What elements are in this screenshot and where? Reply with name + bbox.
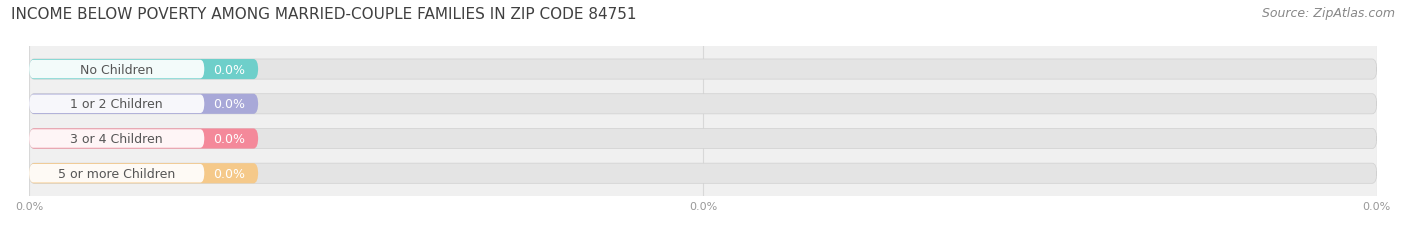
Text: Source: ZipAtlas.com: Source: ZipAtlas.com [1261, 7, 1395, 20]
Text: 0.0%: 0.0% [212, 167, 245, 180]
FancyBboxPatch shape [30, 130, 204, 148]
Text: 0.0%: 0.0% [212, 132, 245, 145]
FancyBboxPatch shape [30, 94, 259, 114]
Text: 5 or more Children: 5 or more Children [58, 167, 176, 180]
FancyBboxPatch shape [30, 164, 259, 183]
FancyBboxPatch shape [30, 164, 204, 183]
FancyBboxPatch shape [30, 129, 1376, 149]
FancyBboxPatch shape [30, 129, 259, 149]
Text: No Children: No Children [80, 63, 153, 76]
Text: 0.0%: 0.0% [212, 98, 245, 111]
FancyBboxPatch shape [30, 94, 1376, 114]
Text: 3 or 4 Children: 3 or 4 Children [70, 132, 163, 145]
Text: 1 or 2 Children: 1 or 2 Children [70, 98, 163, 111]
FancyBboxPatch shape [30, 164, 1376, 183]
FancyBboxPatch shape [30, 60, 259, 80]
Text: INCOME BELOW POVERTY AMONG MARRIED-COUPLE FAMILIES IN ZIP CODE 84751: INCOME BELOW POVERTY AMONG MARRIED-COUPL… [11, 7, 637, 22]
FancyBboxPatch shape [30, 60, 1376, 80]
Text: 0.0%: 0.0% [212, 63, 245, 76]
FancyBboxPatch shape [30, 61, 204, 79]
FancyBboxPatch shape [30, 95, 204, 114]
